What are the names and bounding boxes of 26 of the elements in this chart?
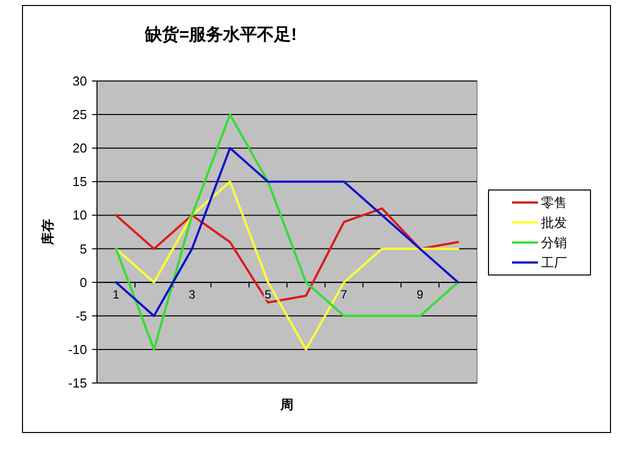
y-tick-label: 25 — [72, 107, 87, 122]
y-tick-label: 0 — [80, 274, 87, 290]
y-tick-label: 20 — [72, 140, 87, 156]
x-tick-label: 7 — [340, 287, 348, 302]
y-axis-title: 库存 — [40, 219, 55, 246]
x-tick-label: 3 — [188, 287, 196, 302]
line-series — [114, 180, 460, 351]
line-series — [114, 113, 460, 351]
x-tick-label: 9 — [416, 287, 424, 302]
line-series — [114, 207, 460, 304]
x-tick-label: 5 — [264, 287, 272, 302]
legend-label: 分销 — [541, 235, 567, 250]
chart-title: 缺货=服务水平不足! — [144, 25, 297, 44]
x-tick-label: 1 — [112, 287, 120, 302]
y-tick-label: -15 — [68, 376, 87, 390]
legend-label: 工厂 — [541, 255, 567, 270]
y-tick-label: 10 — [72, 208, 87, 223]
y-tick-label: 5 — [80, 241, 87, 256]
y-tick-label: 15 — [72, 174, 87, 190]
y-tick-label: 30 — [72, 74, 87, 88]
line-series — [114, 147, 460, 317]
legend-label: 批发 — [541, 215, 567, 230]
x-axis-title: 周 — [280, 397, 294, 412]
y-tick-label: -5 — [75, 308, 87, 324]
y-tick-label: -10 — [68, 342, 87, 357]
legend-label: 零售 — [541, 195, 567, 210]
